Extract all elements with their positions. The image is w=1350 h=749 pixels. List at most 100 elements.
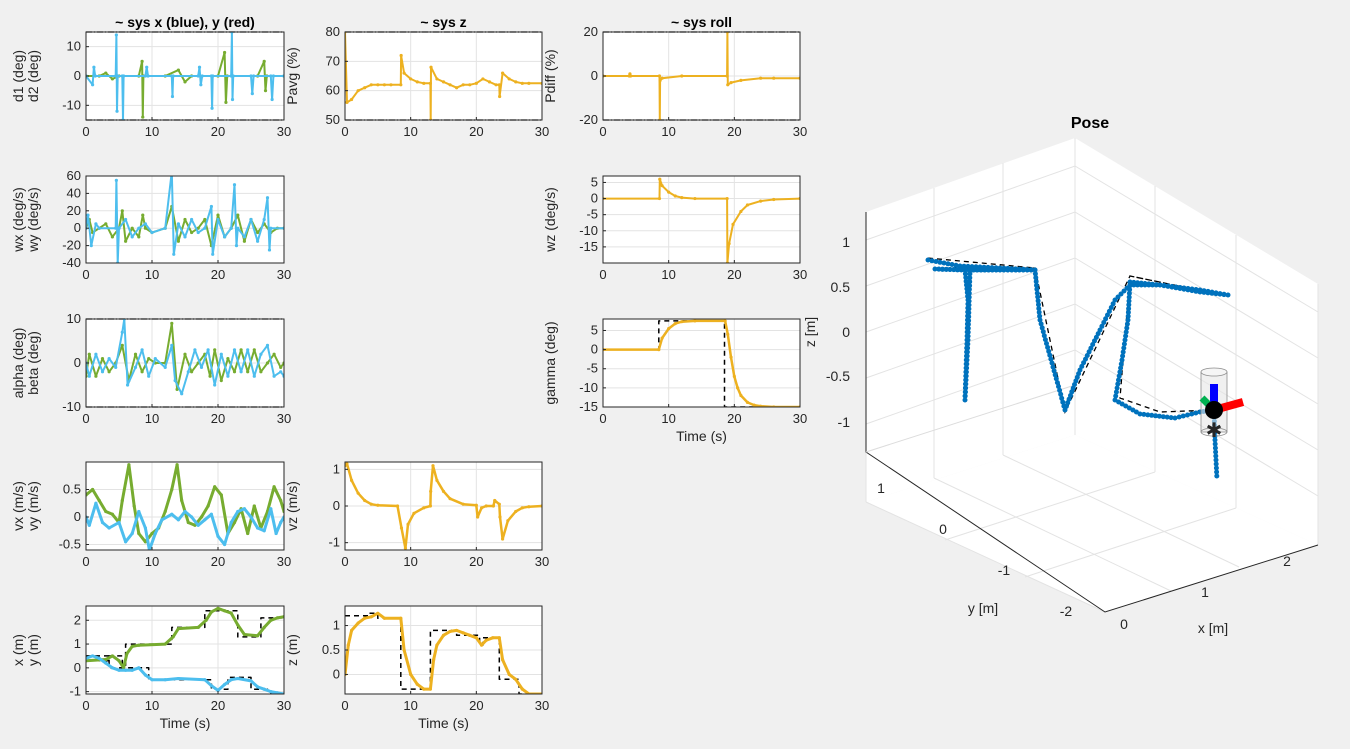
trajectory-point bbox=[963, 369, 969, 375]
data-point bbox=[448, 497, 452, 501]
trajectory-point bbox=[966, 318, 972, 324]
y-axis-label: alpha (deg) bbox=[10, 328, 26, 399]
data-point bbox=[376, 503, 380, 507]
data-point bbox=[256, 239, 260, 243]
data-point bbox=[455, 86, 459, 90]
data-point bbox=[130, 644, 134, 649]
trajectory-point bbox=[1185, 287, 1191, 293]
data-point bbox=[262, 217, 266, 222]
trajectory-point bbox=[1040, 329, 1046, 335]
trajectory-point bbox=[1048, 356, 1054, 362]
z-tick-label: 0.5 bbox=[831, 279, 851, 295]
data-point bbox=[415, 682, 419, 686]
x-tick-label: 20 bbox=[469, 698, 483, 713]
trajectory-point bbox=[964, 353, 970, 359]
data-point bbox=[382, 616, 386, 620]
y-tick-label: -1 bbox=[998, 562, 1011, 578]
trajectory-point bbox=[965, 345, 971, 351]
data-point bbox=[498, 94, 502, 99]
trajectory-point bbox=[932, 266, 938, 272]
x-tick-label: 0 bbox=[82, 554, 89, 569]
data-point bbox=[132, 504, 136, 508]
data-point bbox=[183, 217, 187, 222]
trajectory-point bbox=[1125, 313, 1131, 319]
y-tick-label: -40 bbox=[62, 255, 81, 270]
data-point bbox=[137, 643, 141, 647]
pose-floor bbox=[866, 435, 1318, 612]
data-point bbox=[415, 80, 419, 84]
data-point bbox=[229, 678, 233, 682]
trajectory-point bbox=[963, 381, 969, 387]
y-tick-label: 50 bbox=[326, 112, 340, 127]
trajectory-point bbox=[1212, 445, 1218, 451]
series-group bbox=[86, 463, 284, 550]
data-point bbox=[163, 365, 167, 369]
data-point bbox=[153, 357, 157, 361]
trajectory-point bbox=[1036, 309, 1042, 315]
data-point bbox=[223, 50, 227, 55]
data-point bbox=[399, 526, 404, 530]
trajectory-point bbox=[966, 286, 972, 292]
axes-box bbox=[602, 318, 801, 408]
data-point bbox=[429, 489, 433, 493]
trajectory-point bbox=[1201, 289, 1207, 295]
x-tick-label: 20 bbox=[727, 267, 741, 282]
trajectory-point bbox=[943, 266, 949, 272]
data-point bbox=[723, 319, 727, 323]
data-point bbox=[140, 348, 144, 352]
trajectory-point bbox=[993, 267, 999, 273]
trajectory-point bbox=[1213, 457, 1219, 463]
data-point bbox=[246, 370, 250, 374]
data-point bbox=[122, 666, 126, 670]
data-point bbox=[94, 501, 98, 505]
trajectory-point bbox=[966, 314, 972, 320]
trajectory-point bbox=[966, 306, 972, 312]
data-point bbox=[150, 678, 154, 682]
data-point bbox=[279, 365, 283, 369]
data-point bbox=[226, 357, 230, 361]
trajectory-point bbox=[1153, 413, 1159, 419]
pose-xlabel: x [m] bbox=[1198, 620, 1228, 636]
data-point bbox=[92, 65, 96, 69]
data-point bbox=[673, 194, 677, 198]
trajectory-point bbox=[933, 259, 939, 264]
trajectory-point bbox=[929, 258, 935, 264]
trajectory-point bbox=[962, 267, 968, 273]
data-point bbox=[196, 74, 200, 78]
x-tick-label: 20 bbox=[727, 411, 741, 426]
trajectory-point bbox=[1213, 291, 1219, 297]
pose-3d-plot[interactable]: Pose -1 -0.5 0 0.5 1 -2 -1 0 1 0 1 2 y [m] x [m] z … bbox=[802, 115, 1319, 636]
data-point bbox=[345, 100, 349, 104]
axes-box bbox=[85, 605, 285, 695]
data-point bbox=[143, 673, 147, 677]
data-point bbox=[125, 383, 130, 387]
trajectory-point bbox=[1053, 376, 1059, 382]
axes-box bbox=[85, 461, 285, 551]
data-point bbox=[272, 352, 276, 356]
data-point bbox=[468, 83, 472, 87]
trajectory-point bbox=[1165, 283, 1171, 289]
y-tick-label: 5 bbox=[591, 322, 598, 337]
data-point bbox=[520, 506, 524, 510]
data-point bbox=[484, 638, 488, 642]
data-point bbox=[153, 531, 157, 536]
x-tick-label: 10 bbox=[145, 267, 159, 282]
data-point bbox=[249, 74, 253, 78]
trajectory-point bbox=[1016, 267, 1022, 273]
data-point bbox=[223, 542, 227, 547]
y-tick-label: 0 bbox=[333, 498, 340, 513]
trajectory-point bbox=[1142, 281, 1148, 286]
y-tick-label: 20 bbox=[67, 203, 81, 218]
data-point bbox=[94, 222, 98, 226]
data-point bbox=[110, 666, 114, 670]
trajectory-point bbox=[1145, 412, 1151, 418]
trajectory-point bbox=[1047, 352, 1053, 358]
trajectory-point bbox=[1221, 292, 1227, 298]
trajectory-point bbox=[1058, 391, 1064, 397]
series-group bbox=[86, 176, 284, 263]
data-point bbox=[363, 498, 367, 503]
y-tick-label: -2 bbox=[1060, 603, 1073, 619]
trajectory-point bbox=[965, 333, 971, 339]
